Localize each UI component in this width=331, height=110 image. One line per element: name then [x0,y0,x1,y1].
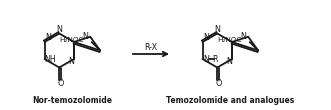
Text: N: N [83,32,89,41]
Text: N: N [56,25,62,34]
Text: H₂NOC: H₂NOC [217,37,241,43]
Text: N: N [46,34,52,42]
Text: N: N [226,57,232,66]
Text: Temozolomide and analogues: Temozolomide and analogues [166,95,294,104]
Text: O: O [215,79,221,88]
Text: N: N [204,54,209,63]
Text: N: N [204,34,210,42]
Text: Nor-temozolomide: Nor-temozolomide [32,95,112,104]
Text: R: R [212,54,218,63]
Text: R-X: R-X [144,42,158,51]
Text: NH: NH [44,54,56,63]
Text: N: N [214,25,220,34]
Text: N: N [68,57,74,66]
Text: N: N [241,32,247,41]
Text: O: O [57,79,64,88]
Text: H₂NOC: H₂NOC [59,37,83,43]
